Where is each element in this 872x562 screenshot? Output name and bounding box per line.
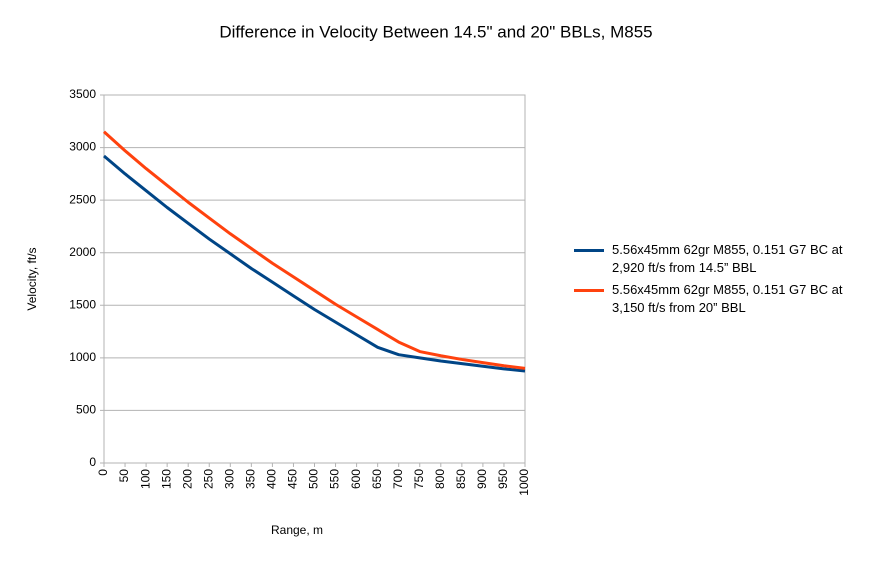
y-tick-label: 1500: [69, 297, 96, 311]
series-line: [102, 130, 526, 370]
x-axis-title: Range, m: [271, 523, 323, 537]
y-tick-label: 2000: [69, 245, 96, 259]
x-tick-label: 650: [370, 469, 384, 489]
x-tick-label: 150: [159, 469, 173, 489]
y-tick-label: 0: [89, 455, 96, 469]
x-tick-label: 0: [96, 469, 110, 476]
legend: 5.56x45mm 62gr M855, 0.151 G7 BC at 2,92…: [574, 241, 864, 321]
x-tick-label: 50: [117, 469, 131, 483]
x-tick-label: 100: [138, 469, 152, 489]
legend-label: 5.56x45mm 62gr M855, 0.151 G7 BC at 3,15…: [612, 282, 843, 315]
legend-swatch: [574, 289, 604, 292]
x-tick-label: 350: [244, 469, 258, 489]
x-tick-label: 300: [222, 469, 236, 489]
legend-item: 5.56x45mm 62gr M855, 0.151 G7 BC at 3,15…: [574, 281, 864, 317]
y-tick-label: 1000: [69, 350, 96, 364]
y-axis-title: Velocity, ft/s: [25, 247, 39, 310]
x-tick-label: 500: [307, 469, 321, 489]
chart-title: Difference in Velocity Between 14.5" and…: [219, 22, 652, 41]
legend-swatch: [574, 249, 604, 252]
plot-frame: [103, 94, 526, 464]
x-tick-label: 850: [454, 469, 468, 489]
x-tick-label: 600: [349, 469, 363, 489]
x-tick-label: 200: [180, 469, 194, 489]
legend-label: 5.56x45mm 62gr M855, 0.151 G7 BC at 2,92…: [612, 242, 843, 275]
x-tick-label: 1000: [517, 469, 531, 496]
x-tick-label: 750: [412, 469, 426, 489]
y-tick-label: 2500: [69, 192, 96, 206]
x-tick-label: 250: [201, 469, 215, 489]
x-tick-label: 400: [265, 469, 279, 489]
x-tick-label: 800: [433, 469, 447, 489]
legend-item: 5.56x45mm 62gr M855, 0.151 G7 BC at 2,92…: [574, 241, 864, 277]
x-tick-label: 450: [286, 469, 300, 489]
x-tick-label: 900: [475, 469, 489, 489]
x-tick-label: 550: [328, 469, 342, 489]
series-line: [103, 154, 526, 373]
y-tick-label: 500: [76, 403, 96, 417]
y-tick-label: 3000: [69, 140, 96, 154]
x-tick-label: 700: [391, 469, 405, 489]
x-tick-label: 950: [496, 469, 510, 489]
y-tick-label: 3500: [69, 87, 96, 101]
